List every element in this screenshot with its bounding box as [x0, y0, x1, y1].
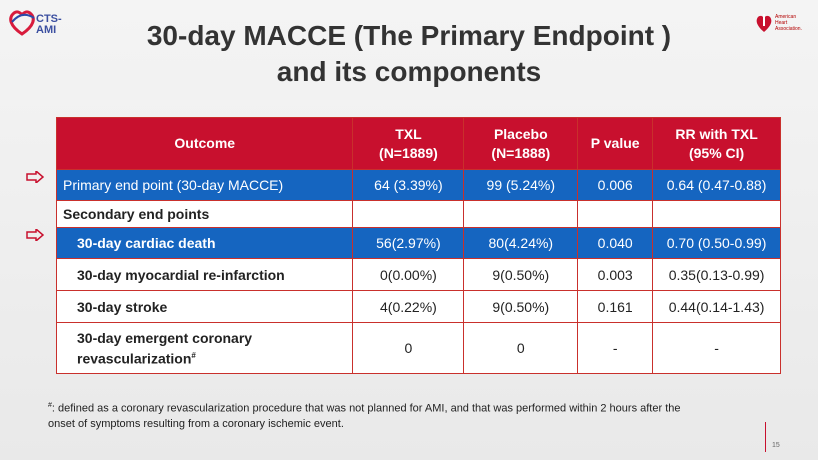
- cell-placebo: 80(4.24%): [463, 227, 579, 259]
- cell-placebo: 9(0.50%): [463, 258, 579, 291]
- cell-txl: 64 (3.39%): [352, 169, 465, 201]
- footnote-line-2: onset of symptoms resulting from a coron…: [48, 417, 344, 430]
- table-row-cardiac-death: 30-day cardiac death 56(2.97%) 80(4.24%)…: [55, 227, 781, 259]
- cell-txl: 0: [352, 322, 465, 374]
- table-row-primary-endpoint: Primary end point (30-day MACCE) 64 (3.3…: [55, 169, 781, 201]
- cell-rr: 0.64 (0.47-0.88): [652, 169, 781, 201]
- cell-empty: [352, 200, 465, 228]
- cell-outcome: Secondary end points: [55, 200, 354, 228]
- cell-outcome-line-1: 30-day emergent coronary: [77, 329, 253, 346]
- header-pvalue: P value: [577, 117, 654, 170]
- cell-pvalue: 0.006: [577, 169, 654, 201]
- header-placebo: Placebo (N=1888): [463, 117, 579, 170]
- footnote-text-1: : defined as a coronary revascularizatio…: [51, 402, 681, 415]
- cell-rr: -: [652, 322, 781, 374]
- cell-outcome: 30-day stroke: [55, 290, 354, 323]
- cell-outcome: 30-day myocardial re-infarction: [55, 258, 354, 291]
- table-row-revascularization: 30-day emergent coronary revascularizati…: [55, 322, 781, 374]
- cell-outcome: Primary end point (30-day MACCE): [55, 169, 354, 201]
- aha-logo-text: American Heart Association.: [775, 14, 802, 32]
- page-number: 15: [772, 442, 780, 449]
- table-header-row: Outcome TXL (N=1889) Placebo (N=1888) P …: [55, 117, 781, 170]
- header-txl: TXL (N=1889): [352, 117, 465, 170]
- logo-text: CTS-AMI: [36, 13, 62, 36]
- right-arrow-icon: [26, 229, 44, 241]
- header-txl-n: (N=1889): [379, 144, 438, 161]
- header-txl-label: TXL: [395, 125, 422, 142]
- cell-txl: 56(2.97%): [352, 227, 465, 259]
- slide-title: 30-day MACCE (The Primary Endpoint ) and…: [0, 18, 818, 90]
- header-rr: RR with TXL (95% CI): [652, 117, 781, 170]
- header-outcome: Outcome: [55, 117, 354, 170]
- cell-placebo: 0: [463, 322, 579, 374]
- header-placebo-n: (N=1888): [491, 144, 551, 161]
- cell-outcome: 30-day emergent coronary revascularizati…: [55, 322, 354, 374]
- footnote-marker: #: [191, 350, 196, 360]
- table-row-reinfarction: 30-day myocardial re-infarction 0(0.00%)…: [55, 258, 781, 291]
- heart-torch-icon: [756, 14, 772, 32]
- cell-outcome-text: revascularization: [77, 350, 192, 367]
- header-rr-label: RR with TXL: [675, 125, 758, 142]
- cts-ami-logo: CTS-AMI: [6, 6, 76, 46]
- right-arrow-icon: [26, 171, 44, 183]
- cell-empty: [463, 200, 579, 228]
- heart-logo-icon: [9, 10, 35, 36]
- cell-rr: 0.35(0.13-0.99): [652, 258, 781, 291]
- footnote-line-1: #: defined as a coronary revascularizati…: [48, 398, 778, 417]
- cell-rr: 0.70 (0.50-0.99): [652, 227, 781, 259]
- footnote: #: defined as a coronary revascularizati…: [48, 398, 778, 432]
- cell-empty: [577, 200, 654, 228]
- cell-empty: [652, 200, 781, 228]
- aha-logo: American Heart Association.: [755, 12, 805, 40]
- cell-outcome: 30-day cardiac death: [55, 227, 354, 259]
- divider: [765, 422, 766, 452]
- title-line-2: and its components: [276, 56, 542, 87]
- header-rr-ci: (95% CI): [688, 144, 745, 161]
- cell-placebo: 9(0.50%): [463, 290, 579, 323]
- table-row-secondary-heading: Secondary end points: [55, 200, 781, 228]
- title-line-1: 30-day MACCE (The Primary Endpoint ): [146, 20, 672, 51]
- cell-txl: 0(0.00%): [352, 258, 465, 291]
- cell-rr: 0.44(0.14-1.43): [652, 290, 781, 323]
- cell-pvalue: 0.040: [577, 227, 654, 259]
- cell-outcome-line-2: revascularization#: [77, 347, 346, 368]
- cell-pvalue: 0.003: [577, 258, 654, 291]
- cell-placebo: 99 (5.24%): [463, 169, 579, 201]
- table-row-stroke: 30-day stroke 4(0.22%) 9(0.50%) 0.161 0.…: [55, 290, 781, 323]
- header-placebo-label: Placebo: [493, 125, 548, 142]
- cell-txl: 4(0.22%): [352, 290, 465, 323]
- cell-pvalue: -: [577, 322, 654, 374]
- footnote-mark: #: [48, 402, 52, 409]
- cell-pvalue: 0.161: [577, 290, 654, 323]
- outcomes-table: Outcome TXL (N=1889) Placebo (N=1888) P …: [55, 117, 781, 374]
